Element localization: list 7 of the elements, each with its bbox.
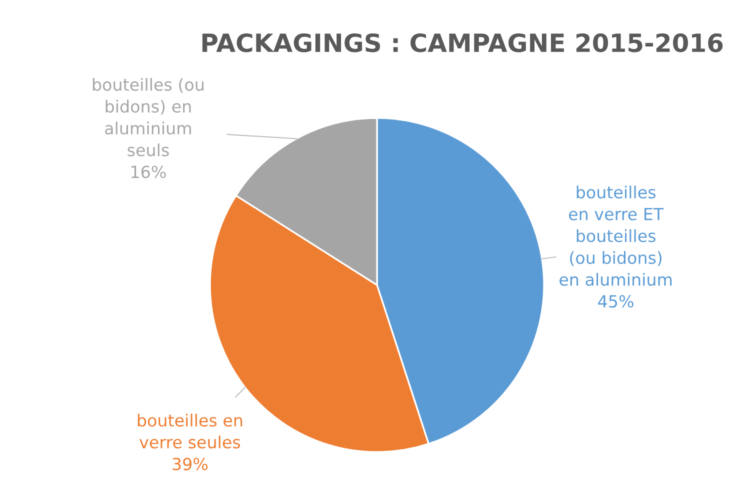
data-label: 45% <box>598 295 634 308</box>
slice-label: bouteilles (ou bidons) en aluminium seuls <box>92 78 204 156</box>
slice-label: bouteilles en verre seules <box>138 414 242 448</box>
chart-title: PACKAGINGS : CAMPAGNE 2015-2016 <box>202 33 723 52</box>
data-label: 39% <box>172 458 208 470</box>
slice-label: bouteilles en verre ET bouteilles (ou bidons) en aluminium <box>560 186 672 286</box>
data-label: 16% <box>132 166 166 178</box>
